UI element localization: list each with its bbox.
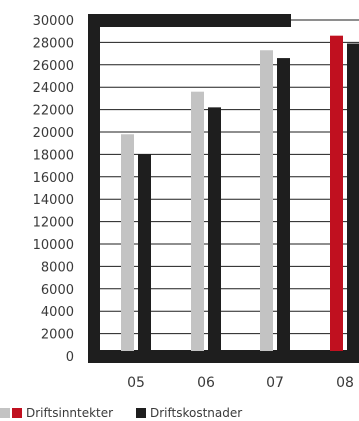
y-tick-label: 18000: [33, 148, 74, 163]
y-tick-label: 20000: [33, 126, 74, 141]
legend-swatch-driftsinntekter-red: [12, 408, 22, 418]
y-tick-label: 26000: [33, 59, 74, 74]
y-axis-tick-labels: 0 2000 4000 6000 8000 10000 12000 14000 16000 180…: [33, 14, 74, 365]
bar-driftsinntekter-07: [260, 50, 273, 352]
y-tick-label: 22000: [33, 104, 74, 119]
y-tick-label: 12000: [33, 216, 74, 231]
legend-swatch-driftsinntekter-grey: [0, 408, 10, 418]
bar-driftskostnader-07: [277, 58, 290, 352]
chart-frame: [88, 14, 359, 363]
x-category-label: 05: [127, 375, 145, 391]
bars: [121, 35, 359, 352]
x-axis-category-labels: 05 06 07 08: [127, 375, 354, 391]
bar-driftsinntekter-08: [330, 35, 343, 352]
bar-driftsinntekter-05: [121, 134, 134, 351]
y-tick-label: 6000: [41, 283, 74, 298]
x-category-label: 06: [197, 375, 215, 391]
y-tick-label: 28000: [33, 36, 74, 51]
bar-driftskostnader-06: [208, 107, 221, 351]
frame-left-band: [88, 14, 100, 362]
y-tick-label: 4000: [41, 305, 74, 320]
y-tick-label: 24000: [33, 81, 74, 96]
legend-label-driftskostnader: Driftskostnader: [150, 406, 242, 420]
y-tick-label: 30000: [33, 14, 74, 29]
y-tick-label: 2000: [41, 328, 74, 343]
bar-driftskostnader-08: [347, 43, 359, 352]
y-tick-label: 14000: [33, 193, 74, 208]
frame-bottom-band: [88, 350, 359, 363]
bar-driftsinntekter-06: [191, 91, 204, 352]
y-tick-label: 10000: [33, 238, 74, 253]
y-tick-label: 8000: [41, 260, 74, 275]
legend-label-driftsinntekter: Driftsinntekter: [26, 406, 113, 420]
bar-driftskostnader-05: [138, 154, 151, 351]
x-category-label: 07: [266, 375, 284, 391]
legend-swatch-driftskostnader: [136, 408, 146, 418]
y-tick-label: 16000: [33, 171, 74, 186]
y-tick-label: 0: [66, 350, 74, 365]
x-category-label: 08: [336, 375, 354, 391]
legend: Driftsinntekter Driftskostnader: [0, 406, 242, 420]
